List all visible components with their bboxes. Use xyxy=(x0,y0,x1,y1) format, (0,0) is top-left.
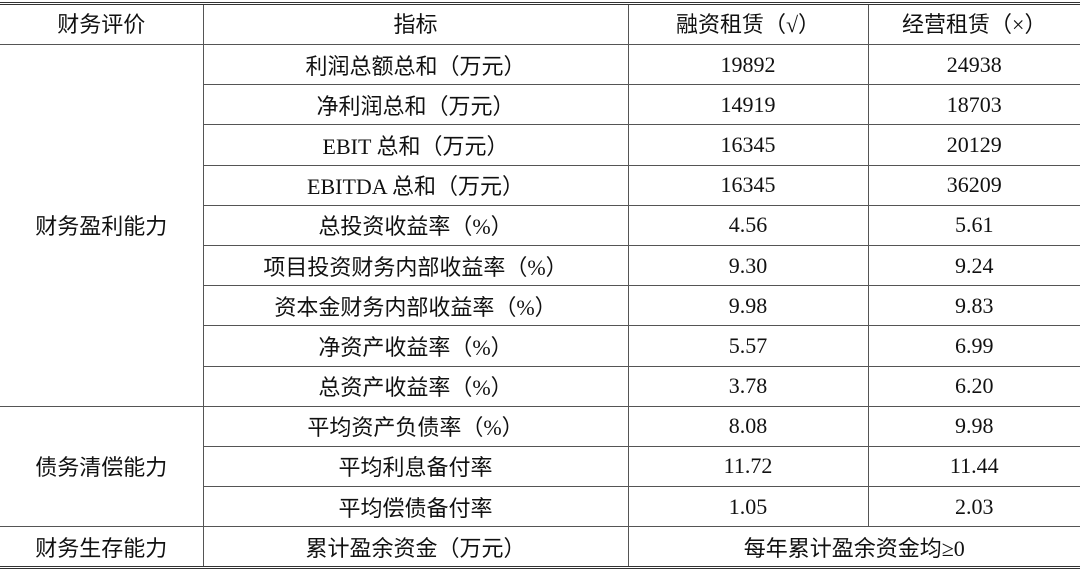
value-cell: 9.24 xyxy=(867,244,1080,287)
indicator-cell: 平均偿债备付率 xyxy=(203,486,629,528)
value-cell: 9.83 xyxy=(867,285,1080,327)
table-row: 财务盈利能力 利润总额总和（万元） 19892 24938 xyxy=(0,43,1080,407)
value-cell: 5.61 xyxy=(867,204,1080,246)
indicator-cell: 利润总额总和（万元） xyxy=(202,43,629,86)
value-cell: 9.98 xyxy=(867,405,1080,447)
value-cell: 2.03 xyxy=(867,486,1080,528)
value-cell: 20129 xyxy=(867,124,1080,166)
category-cell: 财务生存能力 xyxy=(0,526,204,569)
value-cell: 36209 xyxy=(867,164,1080,206)
table-row: 净利润总和（万元） 14919 18703 xyxy=(0,84,1080,126)
category-cell: 债务清偿能力 xyxy=(0,405,204,528)
indicator-cell: EBITDA 总和（万元） xyxy=(203,164,629,206)
indicator-cell: 总资产收益率（%） xyxy=(203,365,629,407)
table-row: 总投资收益率（%） 4.56 5.61 xyxy=(0,204,1080,246)
table-row: 项目投资财务内部收益率（%） 9.30 9.24 xyxy=(0,244,1080,287)
header-row: 财务评价 指标 融资租赁（√） 经营租赁（×） xyxy=(0,3,1080,45)
value-cell: 11.44 xyxy=(867,445,1080,488)
category-cell: 财务盈利能力 xyxy=(0,44,204,407)
value-cell: 11.72 xyxy=(627,445,869,488)
value-cell: 14919 xyxy=(627,84,869,126)
value-cell: 8.08 xyxy=(627,405,869,447)
indicator-cell: EBIT 总和（万元） xyxy=(203,124,629,166)
table-row: 平均偿债备付率 1.05 2.03 xyxy=(0,486,1080,528)
value-cell: 6.20 xyxy=(867,365,1080,407)
value-cell: 1.05 xyxy=(627,486,869,528)
header-cell: 融资租赁（√） xyxy=(627,3,869,45)
indicator-cell: 累计盈余资金（万元） xyxy=(202,526,629,569)
value-cell: 4.56 xyxy=(627,204,869,246)
table-row: EBIT 总和（万元） 16345 20129 xyxy=(0,124,1080,166)
indicator-cell: 净资产收益率（%） xyxy=(203,325,629,367)
value-cell: 19892 xyxy=(627,43,869,86)
table-row: 净资产收益率（%） 5.57 6.99 xyxy=(0,325,1080,367)
indicator-cell: 总投资收益率（%） xyxy=(203,204,629,246)
indicator-cell: 资本金财务内部收益率（%） xyxy=(203,285,629,327)
value-cell: 3.78 xyxy=(627,365,869,407)
table-row: 财务生存能力 累计盈余资金（万元） 每年累计盈余资金均≥0 xyxy=(0,526,1080,569)
value-cell: 9.98 xyxy=(627,285,869,327)
table-row: 平均利息备付率 11.72 11.44 xyxy=(0,445,1080,488)
value-cell: 每年累计盈余资金均≥0 xyxy=(627,526,1080,569)
value-cell: 6.99 xyxy=(867,325,1080,367)
value-cell: 16345 xyxy=(627,164,869,206)
value-cell: 18703 xyxy=(867,84,1080,126)
table-row: 资本金财务内部收益率（%） 9.98 9.83 xyxy=(0,285,1080,327)
value-cell: 9.30 xyxy=(627,244,869,287)
indicator-cell: 平均利息备付率 xyxy=(203,445,629,488)
value-cell: 24938 xyxy=(867,43,1080,86)
indicator-cell: 项目投资财务内部收益率（%） xyxy=(203,244,629,287)
indicator-cell: 平均资产负债率（%） xyxy=(202,405,629,447)
header-cell: 财务评价 xyxy=(0,3,204,45)
table-body: 财务盈利能力 利润总额总和（万元） 19892 24938 净利润总和（万元） 14919… xyxy=(0,43,1080,569)
header-cell: 指标 xyxy=(202,3,629,45)
header-cell: 经营租赁（×） xyxy=(867,3,1080,45)
value-cell: 5.57 xyxy=(627,325,869,367)
table-row: 债务清偿能力 平均资产负债率（%） 8.08 9.98 xyxy=(0,405,1080,528)
indicator-cell: 净利润总和（万元） xyxy=(203,84,629,126)
table-row: 总资产收益率（%） 3.78 6.20 xyxy=(0,365,1080,407)
value-cell: 16345 xyxy=(627,124,869,166)
